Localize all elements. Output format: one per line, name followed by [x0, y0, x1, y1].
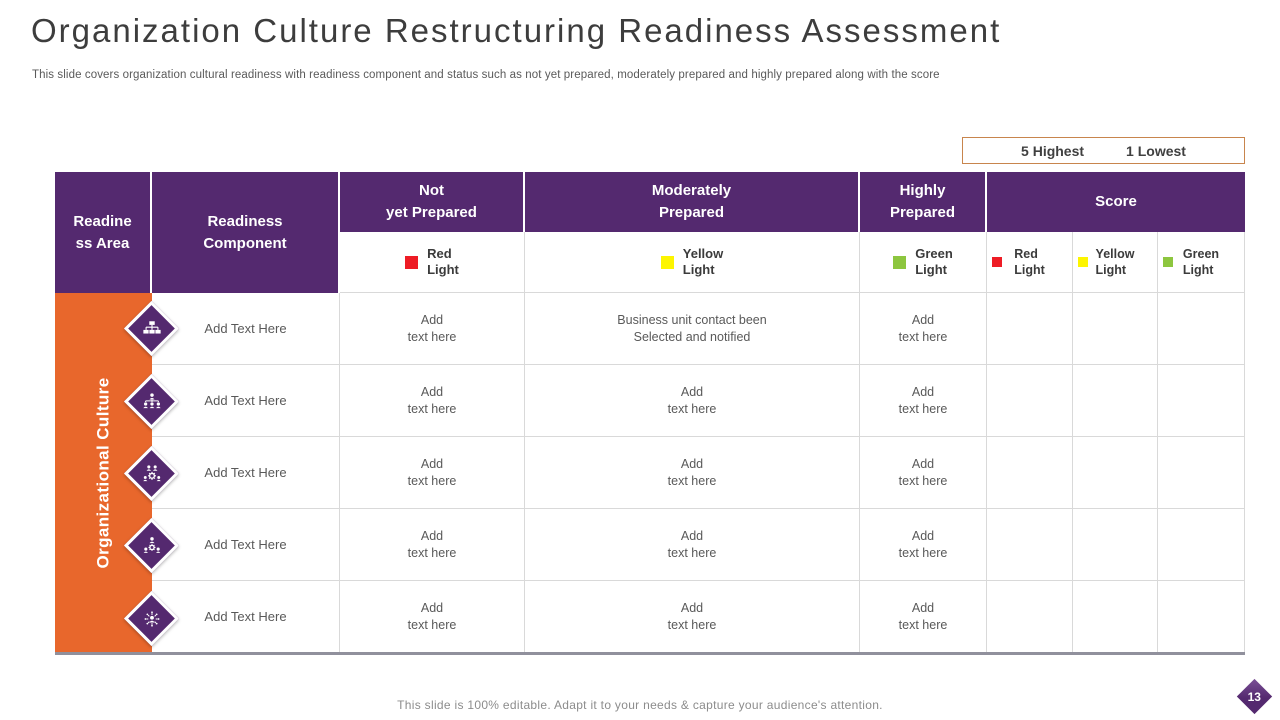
score-yellow-light-label: Yellow Light	[1095, 247, 1135, 277]
moderately-cell-1: Business unit contact been Selected and …	[525, 293, 860, 365]
red-light-label: Red Light	[427, 245, 459, 277]
team-hierarchy-icon	[135, 385, 168, 418]
row-2-diamond	[123, 373, 180, 430]
highly-cell-1: Add text here	[860, 293, 987, 365]
org-chart-icon	[135, 312, 168, 345]
moderately-cell-5: Add text here	[525, 581, 860, 653]
table-row: Add Text Here Add text here Add text her…	[55, 365, 1245, 437]
table-row: Add Text Here Add text here Add text her…	[55, 509, 1245, 581]
network-person-icon	[135, 602, 168, 635]
score-green-light-swatch	[1163, 257, 1173, 267]
score-red-cell-3	[987, 437, 1073, 509]
component-cell-2: Add Text Here	[152, 365, 340, 437]
row-4-diamond	[123, 517, 180, 574]
not-yet-cell-4: Add text here	[340, 509, 525, 581]
yellow-light-swatch	[660, 255, 674, 269]
score-green-cell-5	[1158, 581, 1245, 653]
score-yellow-cell-3	[1073, 437, 1158, 509]
page-title: Organization Culture Restructuring Readi…	[31, 12, 1002, 49]
yellow-light-label: Yellow Light	[682, 245, 724, 277]
page-number: 13	[1247, 689, 1262, 704]
moderately-cell-2: Add text here	[525, 365, 860, 437]
leader-gear-icon	[135, 529, 168, 562]
score-yellow-cell-2	[1073, 365, 1158, 437]
score-red-cell-2	[987, 365, 1073, 437]
editable-note: This slide is 100% editable. Adapt it to…	[397, 698, 883, 712]
score-yellow-cell-4	[1073, 509, 1158, 581]
score-yellow-cell-1	[1073, 293, 1158, 365]
highly-cell-3: Add text here	[860, 437, 987, 509]
not-yet-cell-1: Add text here	[340, 293, 525, 365]
team-gear-icon	[135, 457, 168, 490]
green-light-swatch	[893, 255, 907, 269]
subheader-score-red-light: Red Light	[987, 232, 1073, 293]
highly-cell-5: Add text here	[860, 581, 987, 653]
legend-lowest: 1 Lowest	[1126, 142, 1186, 159]
green-light-label: Green Light	[915, 245, 953, 277]
readiness-assessment-table: Readine ss Area Readiness Component Not …	[55, 172, 1245, 653]
subheader-yellow-light: Yellow Light	[525, 232, 860, 293]
slide-subtitle: This slide covers organization cultural …	[32, 69, 940, 81]
table-row: Add Text Here Add text here Business uni…	[55, 293, 1245, 653]
header-score: Score	[987, 172, 1245, 232]
header-row: Readine ss Area Readiness Component Not …	[55, 172, 1245, 293]
header-highly-prepared: Highly Prepared	[860, 172, 987, 232]
row-1-diamond	[123, 300, 180, 357]
score-red-light-swatch	[992, 257, 1002, 267]
score-green-cell-2	[1158, 365, 1245, 437]
not-yet-cell-5: Add text here	[340, 581, 525, 653]
score-red-cell-5	[987, 581, 1073, 653]
subheader-score-green-light: Green Light	[1158, 232, 1245, 293]
legend-highest: 5 Highest	[1021, 142, 1085, 159]
highly-cell-4: Add text here	[860, 509, 987, 581]
score-red-cell-4	[987, 509, 1073, 581]
score-green-cell-4	[1158, 509, 1245, 581]
not-yet-cell-3: Add text here	[340, 437, 525, 509]
subheader-score-yellow-light: Yellow Light	[1073, 232, 1158, 293]
header-not-yet-prepared: Not yet Prepared	[340, 172, 525, 232]
score-red-cell-1	[987, 293, 1073, 365]
score-green-cell-1	[1158, 293, 1245, 365]
not-yet-cell-2: Add text here	[340, 365, 525, 437]
component-cell-3: Add Text Here	[152, 437, 340, 509]
score-red-light-label: Red Light	[1014, 247, 1045, 277]
score-green-cell-3	[1158, 437, 1245, 509]
score-green-light-label: Green Light	[1182, 247, 1220, 277]
header-readiness-component: Readiness Component	[152, 172, 340, 293]
score-yellow-light-swatch	[1078, 257, 1088, 267]
score-legend: 5 Highest 1 Lowest	[962, 137, 1245, 164]
component-cell-5: Add Text Here	[152, 581, 340, 653]
highly-cell-2: Add text here	[860, 365, 987, 437]
component-cell-1: Add Text Here	[152, 293, 340, 365]
subheader-red-light: Red Light	[340, 232, 525, 293]
table-row: Add Text Here Add text here Add text her…	[55, 437, 1245, 509]
moderately-cell-3: Add text here	[525, 437, 860, 509]
table-bottom-border	[55, 652, 1245, 655]
header-readiness-area: Readine ss Area	[55, 172, 152, 293]
red-light-swatch	[405, 255, 419, 269]
table-row: Add Text Here Add text here Add text her…	[55, 581, 1245, 653]
header-moderately-prepared: Moderately Prepared	[525, 172, 860, 232]
subheader-row: Red Light Yellow Light Green Light Red L…	[55, 232, 1245, 293]
row-5-diamond	[123, 590, 180, 647]
score-yellow-cell-5	[1073, 581, 1158, 653]
component-cell-4: Add Text Here	[152, 509, 340, 581]
moderately-cell-4: Add text here	[525, 509, 860, 581]
subheader-green-light: Green Light	[860, 232, 987, 293]
row-3-diamond	[123, 445, 180, 502]
